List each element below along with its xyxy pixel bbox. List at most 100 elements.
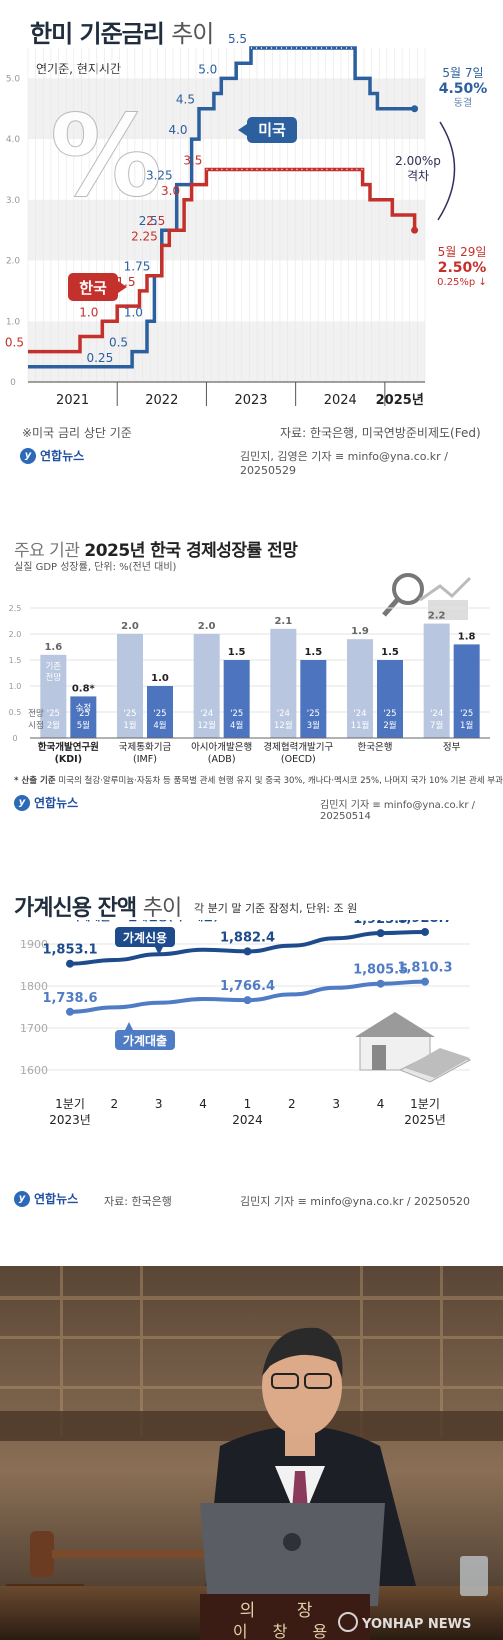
credit-value-label: 1,810.3 [397,961,452,976]
rate-value-label: 1.75 [124,260,151,274]
credit-badge-bg [115,927,175,947]
growth-logo: y 연합뉴스 [14,794,78,811]
growth-bar-time: 3월 [307,720,320,731]
rate-x-label: 2025년 [376,393,424,408]
house-illustration [355,1012,472,1083]
rate-credit: 김민지, 김영은 기자 ≡ minfo@yna.co.kr / 20250529 [240,450,448,477]
growth-footnote: * 산출 기준 미국의 철강·알루미늄·자동차 등 품목별 관세 현행 유지 및… [14,774,503,786]
growth-bar-time: 11월 [351,720,370,731]
rate-value-label: 3.0 [161,184,180,198]
yonhap-logo-icon: y [20,447,36,464]
growth-bar-value: 2.1 [274,616,292,627]
kr-badge-label: 한국 [79,279,107,297]
credit-value-label: 1,928.7 [397,920,452,926]
wall-lattice [0,1266,503,1436]
credit-chart-svg: 160017001800190020001,853.11,882.41,925.… [20,920,472,1127]
credit-title-bold: 가계신용 잔액 [14,896,137,921]
growth-bar [147,686,173,738]
growth-bar [377,660,403,738]
credit-value-label: 1,925.9 [353,920,408,927]
credit-legend-note: 가계대출 + 판매신용(카드대금) [70,920,218,923]
credit-x-sublabel: 2025년 [404,1113,446,1127]
growth-bar-time: '24 [353,709,366,719]
credit-badge-pointer [155,947,163,955]
credit-y-tick: 1600 [20,1064,48,1077]
growth-y-tick: 0.5 [9,708,22,717]
growth-org-name: 한국은행 [358,741,393,753]
growth-subtitle: 실질 GDP 성장률, 단위: %(전년 대비) [14,562,177,573]
rate-y-tick: 2.0 [6,257,21,267]
us-end-date: 5월 7일 [442,66,483,80]
rate-value-label: 2.5 [139,214,158,228]
growth-title-light: 주요 기관 [14,541,80,561]
growth-footnote-bold: * 산출 기준 [14,776,56,786]
growth-bar-time: '25 [383,709,396,719]
growth-bar-time: 5월 [77,720,90,731]
credit-x-label: 3 [332,1097,340,1111]
rate-x-label: 2021 [56,393,89,408]
credit-x-sublabel: 2024 [232,1113,263,1127]
rate-x-label: 2023 [234,393,267,408]
growth-bar [423,623,450,738]
rate-value-label: 0.5 [109,336,128,350]
credit-point [243,996,252,1005]
credit-value-label: 1,766.4 [220,979,275,994]
growth-bar-tag: 전망 [46,672,62,683]
credit-source: 자료: 한국은행 [104,1195,172,1208]
growth-org-abbr: (IMF) [133,754,157,765]
kr-end-value: 2.50% [438,260,487,276]
credit-x-sublabel: 2023년 [49,1113,91,1127]
rate-chart-title-light: 추이 [171,20,214,48]
growth-bar-time: 2월 [383,720,396,731]
credit-x-label: 2 [111,1097,119,1111]
growth-org-name: 경제협력개발기구 [263,741,333,753]
growth-bar-time: 4월 [153,720,166,731]
rate-value-label: 2.5 [146,214,165,228]
growth-y-tick: 1.0 [9,682,22,691]
credit-x-label: 4 [377,1097,385,1111]
credit-value-label: 1,805.5 [353,963,408,978]
credit-title-light: 추이 [142,896,182,921]
photo-watermark: YONHAP NEWS [361,1617,471,1632]
growth-org-abbr: (OECD) [281,754,316,765]
gap-value: 2.00%p [395,154,441,168]
growth-bar-value: 1.6 [44,642,62,653]
growth-org-abbr: (KDI) [55,754,82,765]
growth-org-name: 아시아개발은행 [191,741,252,753]
credit-badge-label: 가계신용 [123,930,167,945]
rate-chart-title: 한미 기준금리 추이 [30,14,214,49]
growth-bar-time: '24 [430,709,443,719]
credit-x-label: 1분기 [55,1097,85,1111]
rate-x-label: 2024 [324,393,357,408]
loan-badge-bg [115,1030,175,1050]
credit-x-label: 2 [288,1097,296,1111]
rate-y-tick: 3.0 [6,196,21,206]
us-badge-label: 미국 [258,121,286,139]
credit-title: 가계신용 잔액 추이 [14,890,182,922]
growth-org-abbr: (ADB) [208,754,236,765]
rate-value-label: 3.5 [183,153,202,167]
growth-bar-value: 1.9 [351,626,369,637]
credit-point [421,977,429,986]
credit-y-tick: 1700 [20,1022,48,1035]
growth-org-name: 국제통화기금 [119,742,172,753]
growth-bar-time: 1월 [123,720,136,731]
rate-logo-text: 연합뉴스 [40,449,85,463]
credit-logo: y 연합뉴스 [14,1190,78,1207]
rate-line-us [28,46,415,369]
growth-bar-time: 7월 [430,720,443,731]
us-end-value: 4.50% [439,81,488,97]
rate-value-label: 4.5 [176,93,195,107]
rate-value-label: 1.0 [79,305,98,319]
yonhap-watermark-icon [338,1612,358,1632]
credit-x-label: 3 [155,1097,163,1111]
kr-badge: 한국 [68,273,127,301]
growth-time-axis-label: 시점 [28,720,44,731]
credit-point [376,979,385,988]
meeting-photo-svg: 의 장 이 창 용 YONHAP NEWS [0,1266,503,1640]
yonhap-logo-icon: y [14,1190,30,1207]
rate-value-label: 2.25 [131,229,158,243]
growth-bar-time: 4월 [230,720,243,731]
growth-bar-value: 1.5 [381,647,399,658]
yonhap-logo-icon: y [14,794,30,811]
